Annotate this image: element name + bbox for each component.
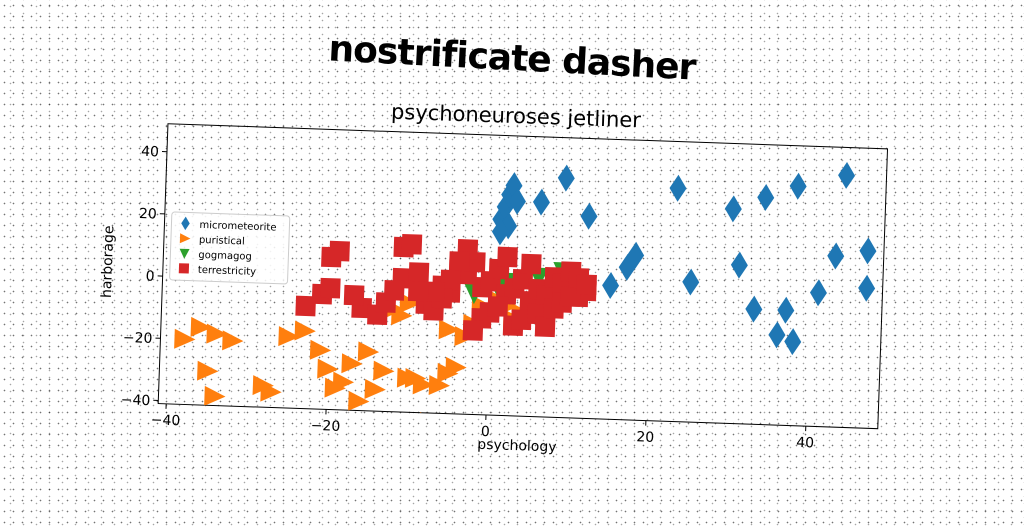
marker-puristical — [364, 379, 386, 400]
marker-puristical — [294, 321, 316, 342]
marker-micrometeorite — [532, 188, 550, 216]
marker-micrometeorite — [859, 237, 877, 265]
marker-terrestricity — [449, 251, 470, 272]
x-tick-label: −20 — [310, 418, 340, 435]
marker-micrometeorite — [858, 274, 876, 302]
marker-puristical — [358, 341, 380, 362]
legend: micrometeoritepuristicalgogmagogterrestr… — [170, 212, 290, 284]
legend-label-puristical: puristical — [199, 235, 245, 248]
marker-terrestricity — [402, 234, 423, 255]
marker-terrestricity — [487, 296, 508, 317]
marker-puristical — [419, 412, 441, 433]
marker-puristical — [204, 386, 226, 407]
marker-micrometeorite — [757, 184, 775, 212]
y-axis: −40 −20 0 20 40 — [120, 143, 167, 409]
marker-micrometeorite — [730, 251, 748, 279]
y-tick-label: −20 — [123, 330, 153, 347]
marker-terrestricity — [497, 247, 518, 268]
legend-label-terrestricity: terrestricity — [198, 265, 257, 278]
marker-micrometeorite — [777, 297, 795, 325]
marker-terrestricity — [409, 262, 430, 283]
marker-micrometeorite — [745, 295, 763, 323]
marker-micrometeorite — [838, 162, 856, 190]
marker-micrometeorite — [768, 321, 786, 349]
marker-puristical — [197, 361, 219, 382]
marker-terrestricity — [320, 278, 341, 299]
marker-micrometeorite — [580, 202, 598, 230]
y-tick-label: 0 — [145, 268, 154, 284]
x-axis-label: psychology — [477, 437, 557, 456]
marker-terrestricity — [329, 241, 350, 262]
marker-micrometeorite — [669, 174, 687, 202]
data-markers — [172, 139, 880, 448]
marker-micrometeorite — [789, 172, 807, 200]
x-tick-label: −40 — [151, 412, 181, 429]
y-tick-label: 20 — [139, 206, 157, 223]
marker-puristical — [373, 361, 395, 382]
marker-terrestricity — [463, 320, 484, 341]
marker-terrestricity — [521, 254, 542, 275]
y-tick-label: 40 — [141, 144, 159, 161]
marker-micrometeorite — [557, 164, 575, 192]
marker-terrestricity — [344, 285, 365, 306]
marker-micrometeorite — [724, 195, 742, 223]
marker-micrometeorite — [827, 242, 845, 270]
marker-micrometeorite — [602, 272, 620, 300]
marker-terrestricity — [384, 280, 405, 301]
y-axis-label: harborage — [99, 225, 118, 298]
marker-puristical — [222, 330, 244, 351]
legend-marker-terrestricity — [179, 263, 189, 273]
x-tick-label: 40 — [796, 435, 814, 452]
marker-micrometeorite — [784, 328, 802, 356]
marker-terrestricity — [576, 274, 597, 295]
marker-micrometeorite — [682, 268, 700, 296]
marker-terrestricity — [295, 296, 316, 317]
marker-terrestricity — [535, 316, 556, 337]
y-tick-label: −40 — [120, 392, 150, 409]
marker-terrestricity — [408, 281, 429, 302]
legend-label-gogmagog: gogmagog — [198, 250, 252, 263]
marker-puristical — [310, 340, 332, 361]
x-tick-label: 20 — [636, 429, 654, 446]
marker-micrometeorite — [809, 279, 827, 307]
